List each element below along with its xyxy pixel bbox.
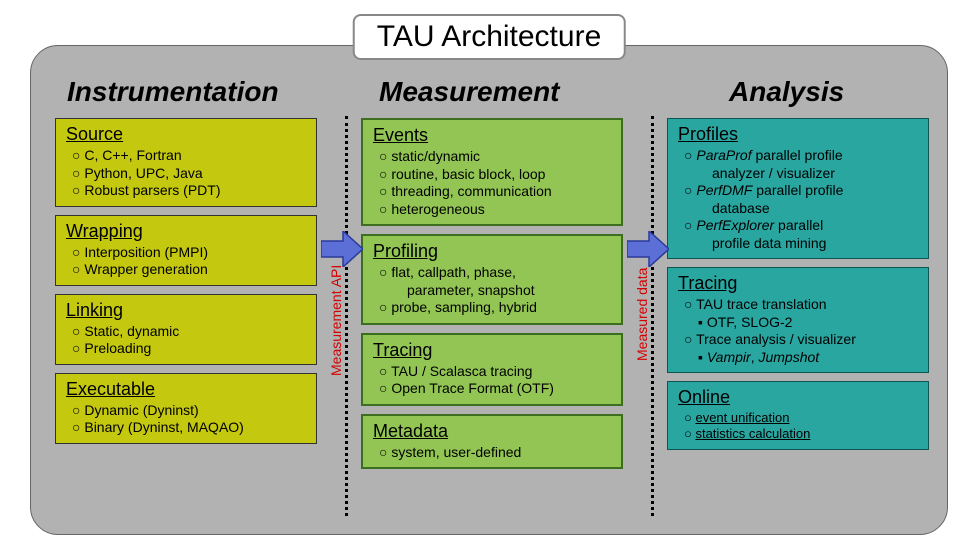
box-item: Wrapper generation: [72, 261, 306, 279]
box-item: Robust parsers (PDT): [72, 182, 306, 200]
box-item: ○ PerfExplorer parallel: [684, 217, 918, 235]
box-item: Interposition (PMPI): [72, 244, 306, 262]
arrow-instr-to-meas: [321, 231, 363, 267]
box-items: ○ ParaProf parallel profileanalyzer / vi…: [678, 147, 918, 252]
executable-box: ExecutableDynamic (Dyninst)Binary (Dynin…: [55, 373, 317, 444]
instrumentation-column: SourceC, C++, FortranPython, UPC, JavaRo…: [55, 118, 317, 444]
events-box: Eventsstatic/dynamicroutine, basic block…: [361, 118, 623, 226]
box-item: threading, communication: [379, 183, 611, 201]
box-item: flat, callpath, phase,: [379, 264, 611, 282]
box-item: C, C++, Fortran: [72, 147, 306, 165]
box-item: event unification: [684, 410, 918, 426]
box-item: Dynamic (Dyninst): [72, 402, 306, 420]
measurement-column: Eventsstatic/dynamicroutine, basic block…: [361, 118, 623, 469]
box-title: Events: [373, 125, 611, 146]
box-item: ○ ParaProf parallel profile: [684, 147, 918, 165]
profiles-box: Profiles○ ParaProf parallel profileanaly…: [667, 118, 929, 259]
metadata-box: Metadata system, user-defined: [361, 414, 623, 470]
box-item: Binary (Dyninst, MAQAO): [72, 419, 306, 437]
box-title: Online: [678, 387, 918, 408]
box-item: profile data mining: [684, 235, 918, 253]
box-title: Tracing: [678, 273, 918, 294]
box-item: statistics calculation: [684, 426, 918, 442]
dotted-separator-right: [651, 116, 654, 516]
box-item: ○ PerfDMF parallel profile: [684, 182, 918, 200]
wrapping-box: WrappingInterposition (PMPI)Wrapper gene…: [55, 215, 317, 286]
box-item: parameter, snapshot: [379, 282, 611, 300]
box-item: analyzer / visualizer: [684, 165, 918, 183]
box-item: OTF, SLOG-2: [684, 314, 918, 332]
box-item: TAU trace translation: [684, 296, 918, 314]
analysis-header: Analysis: [729, 76, 844, 108]
box-item: TAU / Scalasca tracing: [379, 363, 611, 381]
box-items: Dynamic (Dyninst)Binary (Dyninst, MAQAO): [66, 402, 306, 437]
box-items: system, user-defined: [373, 444, 611, 462]
box-item: static/dynamic: [379, 148, 611, 166]
box-items: Interposition (PMPI)Wrapper generation: [66, 244, 306, 279]
source-box: SourceC, C++, FortranPython, UPC, JavaRo…: [55, 118, 317, 207]
instrumentation-header: Instrumentation: [67, 76, 279, 108]
main-panel: Instrumentation Measurement Analysis Sou…: [30, 45, 948, 535]
analysis-column: Profiles○ ParaProf parallel profileanaly…: [667, 118, 929, 450]
linking-box: LinkingStatic, dynamicPreloading: [55, 294, 317, 365]
box-items: event unificationstatistics calculation: [678, 410, 918, 443]
box-items: static/dynamicroutine, basic block, loop…: [373, 148, 611, 218]
measurement-api-label: Measurement API: [328, 265, 344, 376]
box-item: heterogeneous: [379, 201, 611, 219]
box-title: Profiles: [678, 124, 918, 145]
box-items: TAU / Scalasca tracingOpen Trace Format …: [373, 363, 611, 398]
box-item: database: [684, 200, 918, 218]
diagram-title: TAU Architecture: [353, 14, 626, 60]
box-item: system, user-defined: [379, 444, 611, 462]
box-items: flat, callpath, phase,parameter, snapsho…: [373, 264, 611, 317]
box-title: Tracing: [373, 340, 611, 361]
box-item: routine, basic block, loop: [379, 166, 611, 184]
box-item: probe, sampling, hybrid: [379, 299, 611, 317]
box-title: Wrapping: [66, 221, 306, 242]
tracing-box: TracingTAU trace translationOTF, SLOG-2T…: [667, 267, 929, 373]
box-item: Python, UPC, Java: [72, 165, 306, 183]
box-title: Source: [66, 124, 306, 145]
box-item: Preloading: [72, 340, 306, 358]
box-title: Linking: [66, 300, 306, 321]
online-box: Onlineevent unificationstatistics calcul…: [667, 381, 929, 450]
measured-data-label: Measured data: [634, 268, 650, 361]
dotted-separator-left: [345, 116, 348, 516]
box-title: Profiling: [373, 241, 611, 262]
box-item: Open Trace Format (OTF): [379, 380, 611, 398]
box-title: Executable: [66, 379, 306, 400]
box-items: C, C++, FortranPython, UPC, JavaRobust p…: [66, 147, 306, 200]
measurement-header: Measurement: [379, 76, 560, 108]
box-item: ▪ Vampir, Jumpshot: [684, 349, 918, 367]
profiling-box: Profilingflat, callpath, phase,parameter…: [361, 234, 623, 325]
tracing-box: TracingTAU / Scalasca tracingOpen Trace …: [361, 333, 623, 406]
box-item: Static, dynamic: [72, 323, 306, 341]
box-title: Metadata: [373, 421, 611, 442]
box-items: TAU trace translationOTF, SLOG-2Trace an…: [678, 296, 918, 366]
box-items: Static, dynamicPreloading: [66, 323, 306, 358]
box-item: Trace analysis / visualizer: [684, 331, 918, 349]
arrow-meas-to-analysis: [627, 231, 669, 267]
